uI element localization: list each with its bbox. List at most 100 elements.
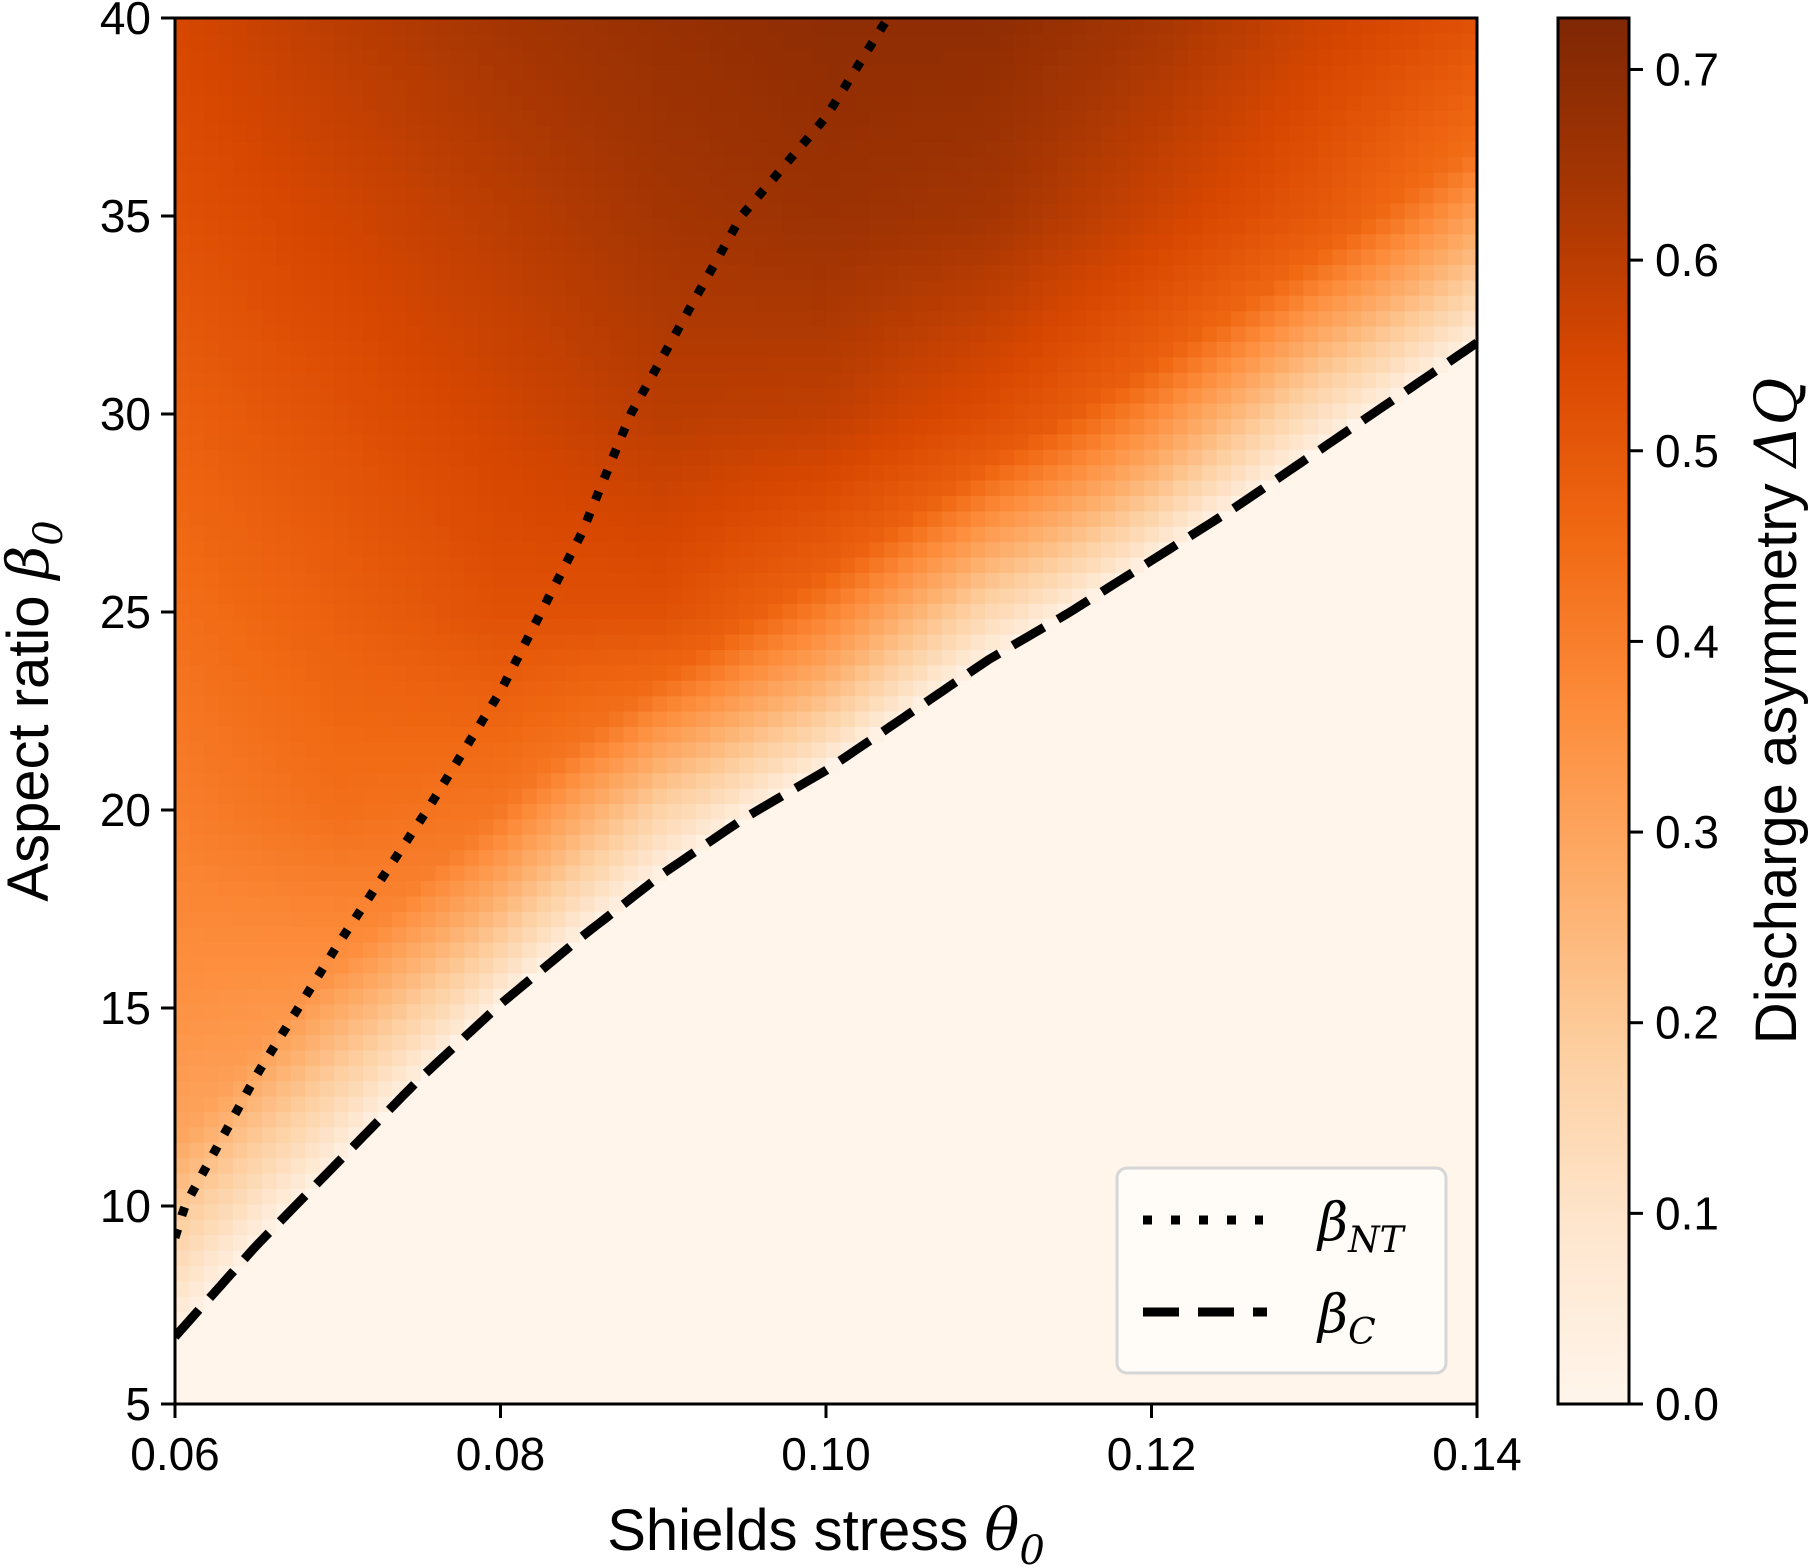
heatmap-cell [666, 1034, 682, 1051]
heatmap-cell [218, 1296, 234, 1313]
heatmap-cell [999, 618, 1015, 635]
heatmap-cell [334, 1342, 350, 1359]
heatmap-cell [623, 834, 639, 851]
heatmap-cell [247, 649, 263, 666]
heatmap-cell [1390, 634, 1406, 650]
heatmap-cell [406, 911, 422, 928]
heatmap-cell [406, 803, 422, 820]
heatmap-cell [551, 664, 567, 681]
heatmap-cell [811, 911, 827, 928]
heatmap-cell [319, 988, 335, 1005]
heatmap-cell [536, 1327, 552, 1343]
heatmap-cell [1071, 926, 1087, 943]
heatmap-cell [826, 1342, 842, 1359]
heatmap-cell [348, 1311, 364, 1328]
heatmap-cell [464, 649, 480, 666]
heatmap-cell [493, 803, 509, 820]
heatmap-cell [189, 1096, 205, 1112]
heatmap-cell [985, 895, 1001, 912]
heatmap-cell [232, 1327, 248, 1343]
heatmap-cell [1014, 1142, 1030, 1159]
heatmap-cell [1346, 757, 1362, 774]
heatmap-cell [782, 849, 798, 866]
heatmap-cell [840, 572, 856, 589]
heatmap-cell [1448, 1327, 1464, 1343]
heatmap-cell [1115, 972, 1131, 989]
heatmap-cell [1346, 1388, 1362, 1404]
heatmap-cell [261, 711, 277, 727]
heatmap-cell [681, 1188, 697, 1205]
heatmap-cell [522, 880, 538, 897]
heatmap-cell [580, 618, 596, 635]
heatmap-cell [1129, 618, 1145, 635]
heatmap-cell [1014, 741, 1030, 758]
heatmap-cell [348, 1327, 364, 1343]
heatmap-cell [305, 1142, 321, 1159]
heatmap-cell [1100, 834, 1116, 851]
heatmap-cell [203, 972, 219, 989]
heatmap-cell [1086, 895, 1102, 912]
heatmap-cell [782, 664, 798, 681]
heatmap-cell [1216, 926, 1232, 943]
heatmap-cell [1100, 1219, 1116, 1236]
heatmap-cell [797, 741, 813, 758]
heatmap-cell [883, 1188, 899, 1205]
heatmap-cell [406, 957, 422, 974]
heatmap-cell [724, 1142, 740, 1159]
heatmap-cell [406, 587, 422, 604]
heatmap-cell [406, 1250, 422, 1266]
heatmap-cell [406, 1019, 422, 1035]
heatmap-cell [261, 926, 277, 943]
heatmap-cell [507, 1126, 523, 1143]
heatmap-cell [203, 849, 219, 866]
heatmap-cell [956, 911, 972, 928]
heatmap-cell [305, 803, 321, 820]
heatmap-cell [941, 1250, 957, 1266]
heatmap-cell [536, 803, 552, 820]
heatmap-cell [232, 911, 248, 928]
heatmap-cell [811, 1003, 827, 1020]
heatmap-cell [1115, 1111, 1131, 1128]
heatmap-cell [652, 1126, 668, 1143]
heatmap-cell [1274, 1034, 1290, 1051]
heatmap-cell [218, 618, 234, 635]
heatmap-cell [681, 1049, 697, 1066]
heatmap-cell [782, 803, 798, 820]
heatmap-cell [276, 695, 292, 712]
heatmap-cell [695, 788, 711, 804]
heatmap-cell [261, 1327, 277, 1343]
heatmap-cell [637, 988, 653, 1005]
heatmap-cell [768, 957, 784, 974]
heatmap-cell [536, 603, 552, 620]
heatmap-cell [218, 1357, 234, 1374]
heatmap-cell [1158, 880, 1174, 897]
heatmap-cell [1361, 849, 1377, 866]
heatmap-cell [1245, 772, 1261, 789]
heatmap-cell [203, 1049, 219, 1066]
heatmap-cell [609, 557, 625, 573]
heatmap-cell [449, 695, 465, 712]
heatmap-cell [348, 1250, 364, 1266]
heatmap-cell [811, 1019, 827, 1035]
heatmap-cell [1245, 849, 1261, 866]
heatmap-cell [927, 634, 943, 650]
heatmap-cell [1375, 926, 1391, 943]
heatmap-cell [1100, 880, 1116, 897]
heatmap-cell [536, 1357, 552, 1374]
heatmap-cell [276, 818, 292, 835]
heatmap-cell [666, 818, 682, 835]
heatmap-cell [1216, 834, 1232, 851]
heatmap-cell [609, 1111, 625, 1128]
heatmap-cell [175, 972, 191, 989]
heatmap-cell [637, 1142, 653, 1159]
heatmap-cell [956, 849, 972, 866]
heatmap-cell [797, 664, 813, 681]
heatmap-cell [449, 1234, 465, 1251]
heatmap-cell [739, 942, 755, 958]
heatmap-cell [695, 926, 711, 943]
heatmap-cell [1071, 634, 1087, 650]
heatmap-cell [1375, 1003, 1391, 1020]
heatmap-cell [826, 711, 842, 727]
heatmap-cell [348, 1342, 364, 1359]
heatmap-cell [1332, 587, 1348, 604]
